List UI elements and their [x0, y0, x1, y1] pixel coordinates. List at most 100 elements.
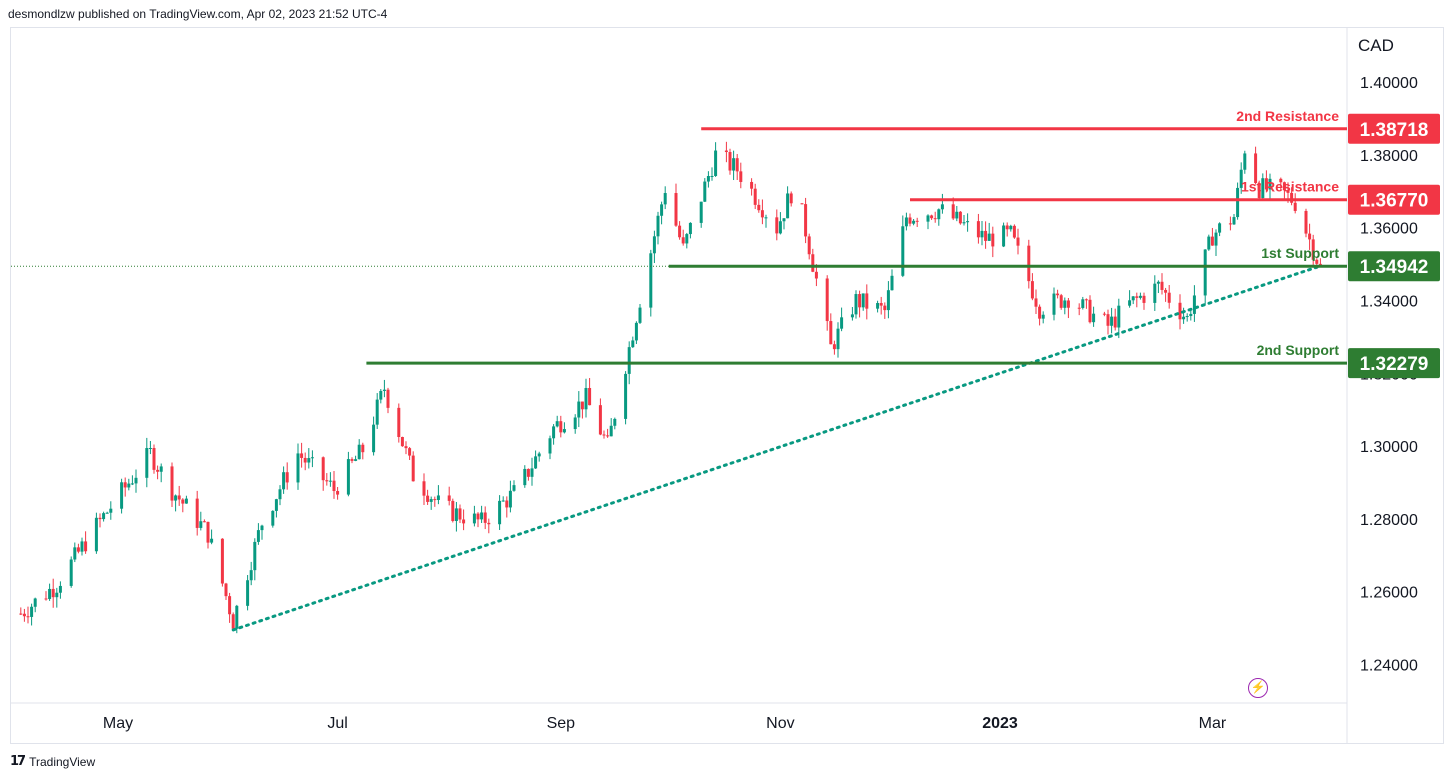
- candle-body: [278, 489, 282, 500]
- candle-body: [1156, 281, 1160, 284]
- candle-body: [613, 418, 617, 426]
- candle-body: [1293, 202, 1297, 211]
- candle-body: [728, 152, 732, 171]
- candle-body: [130, 483, 134, 485]
- candle-body: [678, 225, 682, 238]
- candle-body: [1034, 298, 1038, 307]
- candle-body: [22, 613, 26, 617]
- candle-body: [184, 498, 188, 504]
- candle-body: [80, 541, 84, 552]
- candle-body: [699, 201, 703, 223]
- candle-body: [962, 222, 966, 224]
- candle-body: [753, 188, 757, 205]
- candle-body: [876, 303, 880, 309]
- candle-body: [908, 217, 912, 224]
- candle-body: [1016, 237, 1020, 246]
- candle-body: [1059, 295, 1063, 308]
- candle-body: [901, 226, 905, 276]
- candle-body: [584, 387, 588, 410]
- candle-body: [152, 447, 156, 470]
- candle-body: [886, 290, 890, 311]
- candle-body: [861, 293, 865, 308]
- candle-body: [206, 521, 210, 543]
- candle-body: [1318, 263, 1322, 265]
- candle-body: [1002, 225, 1006, 247]
- candle-body: [271, 510, 275, 526]
- candle-body: [858, 294, 862, 308]
- candle-body: [1041, 314, 1045, 319]
- candle-body: [764, 217, 768, 219]
- candle-body: [940, 204, 944, 210]
- candle-body: [1264, 178, 1268, 190]
- candle-body: [1005, 225, 1009, 230]
- candle-body: [30, 606, 34, 617]
- candle-body: [1315, 259, 1319, 264]
- candle-body: [224, 583, 228, 597]
- candle-body: [562, 429, 566, 433]
- candle-body: [1131, 296, 1135, 301]
- candle-body: [159, 466, 163, 472]
- candle-body: [548, 438, 552, 454]
- candle-body: [454, 508, 458, 522]
- candle-body: [1203, 249, 1207, 296]
- candle-body: [1279, 178, 1283, 183]
- candle-body: [148, 447, 152, 449]
- candle-body: [451, 500, 455, 522]
- candle-body: [195, 498, 199, 528]
- candle-body: [750, 181, 754, 189]
- candle-body: [303, 457, 307, 463]
- candle-body: [253, 541, 257, 571]
- candle-body: [235, 605, 239, 629]
- candle-body: [123, 482, 127, 488]
- candle-body: [174, 495, 178, 501]
- level-name: 1st Resistance: [1241, 179, 1339, 195]
- lightning-icon[interactable]: ⚡: [1248, 678, 1268, 698]
- tradingview-logo-icon: 17: [10, 754, 26, 769]
- candle-body: [411, 455, 415, 482]
- candle-body: [127, 483, 131, 488]
- candle-body: [807, 236, 811, 255]
- trendline[interactable]: [231, 264, 1322, 632]
- candle-body: [354, 459, 358, 461]
- candle-body: [850, 314, 854, 318]
- candle-body: [508, 490, 512, 508]
- candle-body: [786, 193, 790, 219]
- candle-body: [915, 220, 919, 222]
- candle-body: [321, 457, 325, 481]
- candle-body: [609, 425, 613, 437]
- candle-body: [735, 158, 739, 172]
- candle-body: [483, 512, 487, 523]
- candle-body: [1092, 313, 1096, 323]
- candle-body: [926, 215, 930, 222]
- candle-body: [1153, 283, 1157, 303]
- candle-body: [458, 508, 462, 520]
- candle-body: [930, 215, 934, 219]
- candle-body: [1056, 293, 1060, 296]
- candle-body: [660, 204, 664, 216]
- candle-body: [249, 570, 253, 581]
- candle-body: [1282, 182, 1286, 191]
- candle-body: [1185, 316, 1189, 318]
- candle-body: [854, 294, 858, 315]
- candle-body: [879, 303, 883, 306]
- candle-body: [58, 585, 62, 593]
- candle-body: [1077, 307, 1081, 309]
- candle-body: [984, 230, 988, 241]
- candle-body: [573, 417, 577, 430]
- candle-body: [73, 547, 77, 560]
- y-tick-label: 1.34000: [1360, 294, 1418, 311]
- candle-body: [505, 500, 509, 508]
- candles: [19, 141, 1322, 634]
- candle-body: [1063, 300, 1067, 308]
- candle-body: [69, 559, 73, 586]
- candle-body: [598, 405, 602, 435]
- candle-body: [955, 211, 959, 219]
- candle-body: [199, 521, 203, 528]
- candle-body: [336, 491, 340, 495]
- level-name: 1st Support: [1261, 245, 1339, 261]
- candle-body: [480, 512, 484, 520]
- candle-body: [310, 457, 314, 459]
- candle-body: [76, 547, 80, 552]
- candle-body: [606, 435, 610, 437]
